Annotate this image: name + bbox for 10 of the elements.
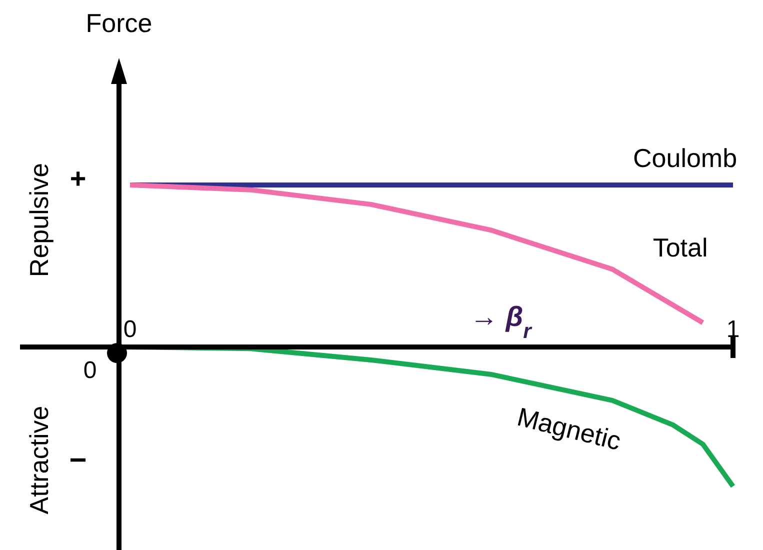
text: 0: [83, 357, 97, 384]
text: −: [69, 444, 87, 477]
text: Force: [86, 8, 152, 38]
x-axis-title: → β$_{r}$: [470, 301, 534, 342]
text: +: [70, 163, 86, 194]
series-label: Coulomb: [633, 143, 738, 173]
text: Magnetic: [514, 401, 624, 456]
text: Repulsive: [24, 162, 54, 278]
text: Attractive: [24, 406, 54, 514]
series-label: Total: [652, 232, 708, 263]
